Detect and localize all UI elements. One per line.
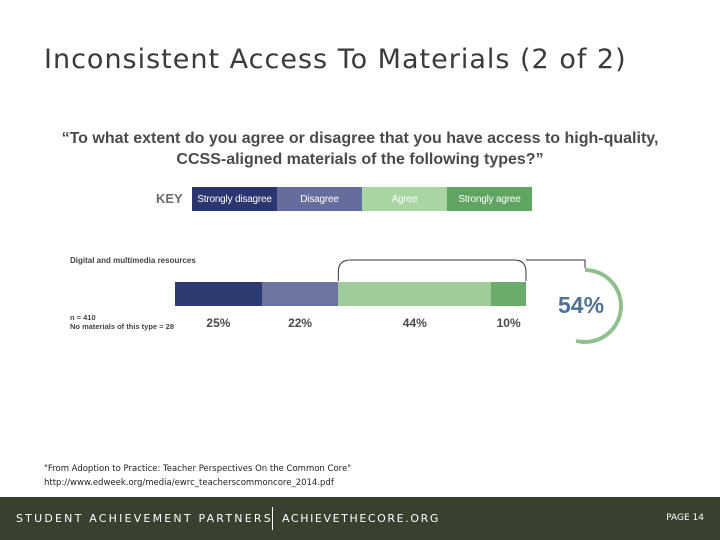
no-materials-note: No materials of this type = 28 (70, 322, 174, 331)
category-label: Digital and multimedia resources (70, 256, 196, 265)
chart-area (337, 259, 623, 345)
bar-segment-agree (338, 282, 492, 306)
data-label-agree: 44% (402, 316, 427, 330)
sample-size-note: n = 410 (70, 313, 96, 322)
legend-item-strongly-disagree: Strongly disagree (192, 187, 277, 211)
bar-segment-strongly-agree (491, 282, 526, 306)
citation-url[interactable]: http://www.edweek.org/media/ewrc_teacher… (44, 478, 334, 488)
citation: "From Adoption to Practice: Teacher Pers… (44, 462, 351, 490)
chart-title-line-1: “To what extent do you agree or disagree… (61, 130, 659, 147)
footer-bar: STUDENT ACHIEVEMENT PARTNERS ACHIEVETHEC… (0, 497, 720, 540)
bracket-connector (526, 259, 586, 268)
legend-item-disagree: Disagree (277, 187, 362, 211)
citation-title: "From Adoption to Practice: Teacher Pers… (44, 464, 352, 474)
chart-title-line-2: CCSS-aligned materials of the following … (176, 151, 544, 168)
combined-gauge-center (551, 272, 619, 340)
slide-title: Inconsistent Access To Materials (2 of 2… (44, 44, 627, 75)
combined-bracket (337, 259, 527, 281)
legend-item-agree: Agree (362, 187, 447, 211)
bar-segment-disagree (261, 282, 339, 306)
legend-key-label: KEY (156, 191, 183, 206)
footer-org-name: STUDENT ACHIEVEMENT PARTNERS (16, 512, 273, 525)
chart-title: “To what extent do you agree or disagree… (60, 128, 660, 170)
combined-agree-percent: 54% (558, 292, 605, 318)
data-label-strongly-agree: 10% (496, 316, 521, 330)
footer-divider (272, 507, 273, 530)
data-label-strongly-disagree: 25% (206, 316, 231, 330)
footer-site-link[interactable]: ACHIEVETHECORE.ORG (282, 512, 440, 525)
page-number: PAGE 14 (666, 513, 704, 523)
legend-item-strongly-agree: Strongly agree (447, 187, 532, 211)
data-label-disagree: 22% (288, 316, 313, 330)
bar-segment-strongly-disagree (175, 282, 262, 306)
